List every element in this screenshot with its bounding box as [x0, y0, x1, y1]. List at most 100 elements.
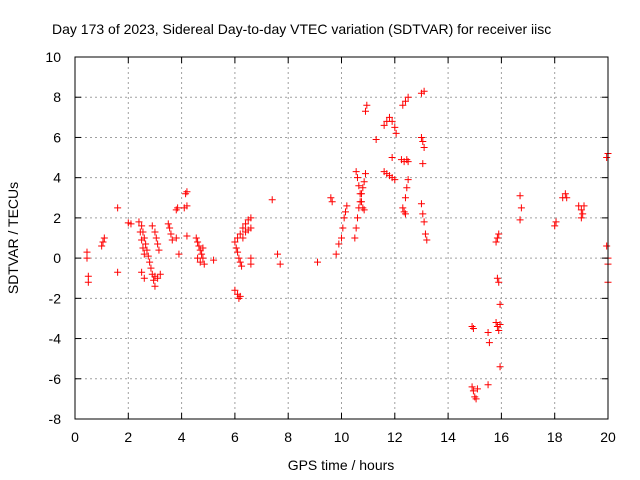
data-point [357, 198, 365, 206]
data-point [401, 194, 409, 202]
data-point [351, 234, 359, 242]
data-point [146, 258, 154, 266]
data-point [563, 194, 571, 202]
data-point [469, 387, 477, 395]
data-point [516, 192, 524, 200]
data-point [231, 238, 239, 246]
data-point [156, 270, 164, 278]
x-tick-label: 12 [387, 429, 403, 445]
data-point [84, 272, 92, 280]
data-point [392, 129, 400, 137]
data-point [194, 254, 202, 262]
data-point [495, 327, 503, 335]
data-point [138, 222, 146, 230]
x-tick-label: 16 [494, 429, 510, 445]
data-point [142, 240, 150, 248]
data-point [492, 318, 500, 326]
y-tick-label: -4 [49, 331, 62, 347]
data-point [517, 204, 525, 212]
data-point [484, 381, 492, 389]
data-point [236, 230, 244, 238]
data-point [338, 234, 345, 242]
data-point [147, 264, 155, 272]
y-tick-label: 8 [53, 89, 61, 105]
data-point [98, 242, 106, 250]
data-point [199, 244, 207, 252]
data-point [579, 210, 587, 218]
data-point [403, 184, 411, 192]
data-point [150, 276, 158, 284]
data-point [198, 250, 206, 258]
data-point [236, 292, 244, 300]
data-point [247, 260, 255, 268]
data-point [247, 224, 255, 232]
data-point [391, 176, 399, 184]
y-tick-label: 2 [53, 210, 61, 226]
data-point [327, 194, 335, 202]
data-point [353, 174, 361, 182]
data-point [192, 234, 200, 242]
y-tick-label: 4 [53, 170, 61, 186]
data-point [154, 274, 162, 282]
y-tick-label: -6 [49, 371, 62, 387]
data-point [155, 246, 163, 254]
data-point [175, 250, 183, 258]
data-point [577, 214, 585, 222]
data-point [200, 260, 208, 268]
data-markers [83, 87, 612, 403]
data-point [268, 196, 276, 204]
data-point [83, 248, 91, 256]
axis-ticks [74, 56, 609, 420]
x-tick-label: 20 [600, 429, 616, 445]
data-point [168, 236, 176, 244]
data-point [359, 184, 367, 192]
data-point [100, 234, 108, 242]
data-point [353, 214, 361, 222]
data-point [332, 250, 340, 258]
data-point [603, 154, 611, 162]
data-point [419, 137, 427, 145]
data-point [154, 240, 162, 248]
data-point [127, 220, 135, 228]
data-point [138, 268, 146, 276]
data-point [496, 363, 504, 371]
data-point [493, 234, 501, 242]
y-tick-label: 10 [45, 49, 61, 65]
data-point [83, 254, 91, 262]
data-point [247, 214, 255, 222]
data-point [404, 176, 412, 184]
data-point [417, 200, 425, 208]
data-point [235, 254, 243, 262]
data-point [472, 395, 480, 403]
data-point [352, 168, 360, 176]
y-tick-label: 6 [53, 129, 61, 145]
y-tick-label: 0 [53, 250, 61, 266]
data-point [361, 170, 369, 178]
data-point [234, 248, 242, 256]
data-point [356, 190, 364, 198]
data-point [274, 250, 282, 258]
data-point [404, 158, 412, 166]
chart-title: Day 173 of 2023, Sidereal Day-to-day VTE… [52, 21, 551, 37]
data-point [352, 224, 360, 232]
data-point [239, 234, 247, 242]
data-point [328, 198, 336, 206]
data-point [151, 228, 159, 236]
data-point [421, 230, 429, 238]
data-point [210, 256, 218, 264]
data-point [363, 101, 371, 109]
data-point [238, 262, 246, 270]
data-point [135, 218, 143, 226]
data-point [183, 232, 191, 240]
data-point [401, 97, 409, 105]
data-point [136, 228, 144, 236]
data-point [99, 238, 107, 246]
y-tick-label: -8 [49, 411, 62, 427]
data-point [341, 208, 349, 216]
x-tick-label: 0 [71, 429, 79, 445]
data-point [84, 278, 92, 286]
data-point [183, 202, 191, 210]
data-point [355, 182, 363, 190]
x-tick-label: 14 [440, 429, 456, 445]
